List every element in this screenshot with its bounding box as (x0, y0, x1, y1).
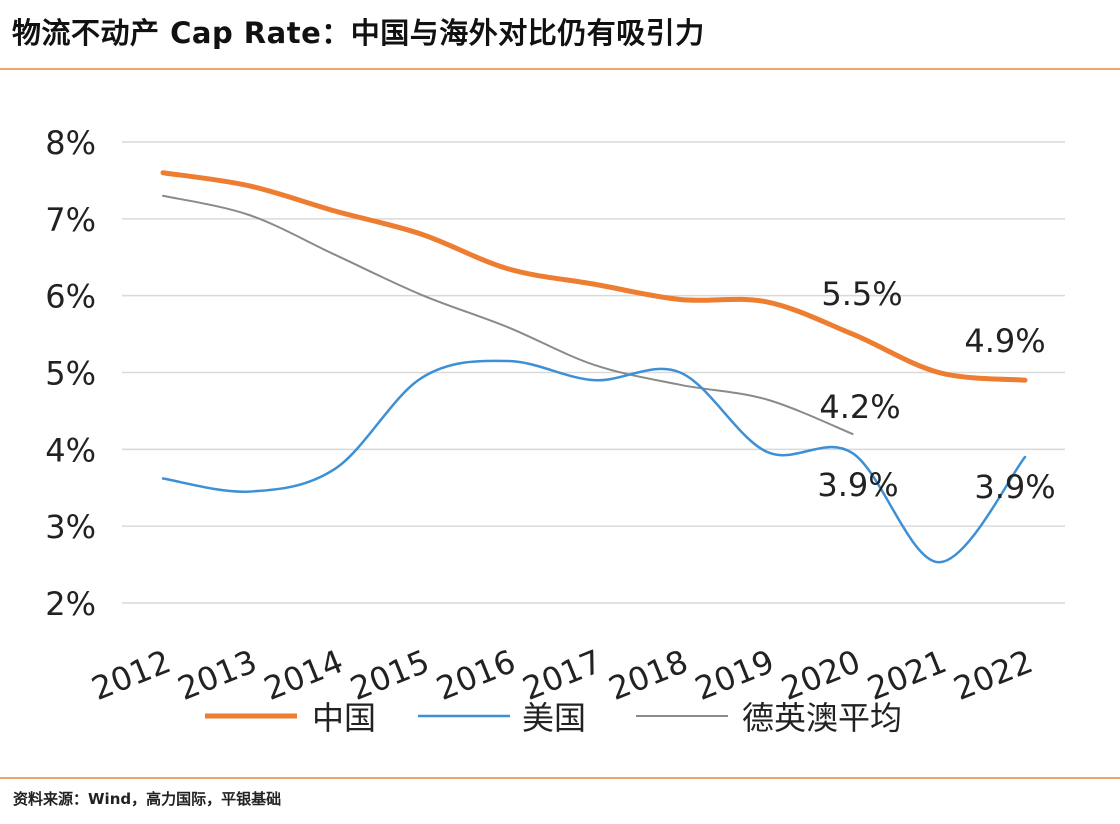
source-note: 资料来源：Wind，高力国际，平银基础 (13, 790, 282, 808)
series-line-de-uk-au-avg (162, 194, 854, 435)
data-label: 3.9% (817, 466, 898, 504)
y-tick-label: 2% (45, 585, 96, 623)
y-tick-label: 6% (45, 278, 96, 316)
x-tick-label: 2018 (603, 642, 693, 708)
y-tick-label: 4% (45, 431, 96, 469)
y-tick-label: 3% (45, 508, 96, 546)
x-tick-label: 2012 (86, 642, 176, 708)
legend-label: 中国 (312, 699, 376, 737)
series-line-usa (161, 359, 1027, 564)
y-tick-label: 8% (45, 124, 96, 162)
x-tick-label: 2013 (172, 642, 262, 708)
data-label: 3.9% (974, 468, 1055, 506)
legend-label: 德英澳平均 (742, 699, 902, 737)
legend-label: 美国 (522, 699, 586, 737)
chart-title: 物流不动产 Cap Rate：中国与海外对比仍有吸引力 (12, 16, 705, 50)
bottom-divider (0, 777, 1120, 779)
y-tick-label: 5% (45, 355, 96, 393)
y-tick-label: 7% (45, 201, 96, 239)
data-label: 4.9% (964, 322, 1045, 360)
data-label: 5.5% (821, 275, 902, 313)
x-tick-label: 2016 (431, 642, 521, 708)
series-line-china (160, 170, 1028, 383)
data-label: 4.2% (819, 388, 900, 426)
top-divider (0, 68, 1120, 70)
x-tick-label: 2022 (948, 642, 1038, 708)
